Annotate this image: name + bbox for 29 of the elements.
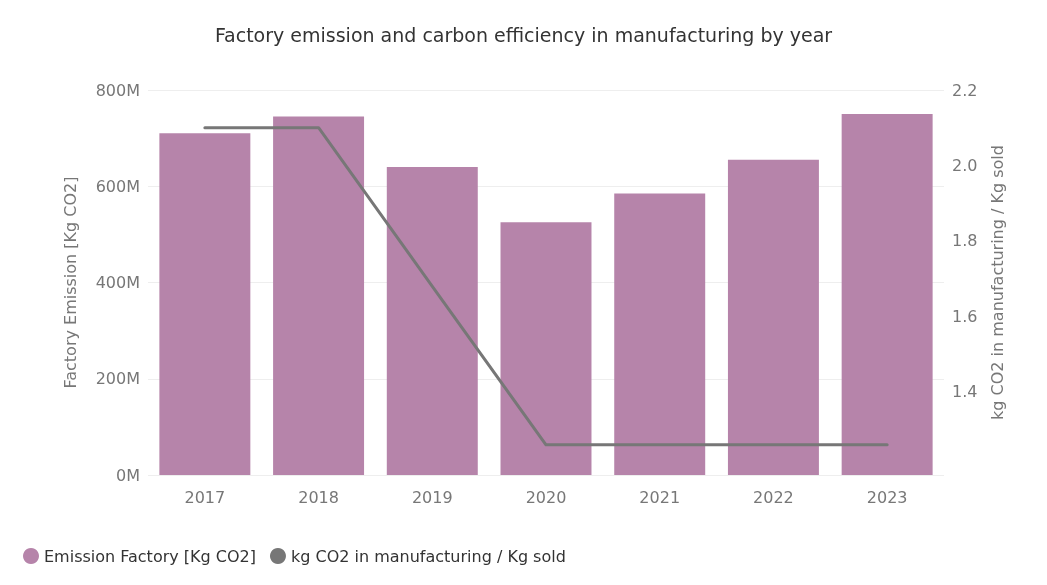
x-tick-label: 2017 bbox=[184, 487, 226, 507]
bar bbox=[500, 222, 592, 475]
x-tick-label: 2020 bbox=[525, 487, 567, 507]
bar bbox=[159, 133, 251, 475]
y-axis-title: Factory Emission [Kg CO2] bbox=[60, 176, 80, 389]
x-tick-label: 2022 bbox=[753, 487, 794, 507]
bar bbox=[273, 116, 365, 475]
y-tick-label: 200M bbox=[95, 369, 140, 389]
x-tick-label: 2019 bbox=[411, 487, 453, 507]
bar bbox=[727, 159, 819, 475]
y-tick-label: 600M bbox=[95, 176, 140, 196]
bar bbox=[614, 193, 706, 475]
chart-title: Factory emission and carbon efficiency in manufacturing by year bbox=[214, 23, 833, 46]
y-tick-label: 400M bbox=[95, 273, 140, 292]
y2-tick-label: 2.0 bbox=[952, 155, 978, 175]
y2-axis-title: kg CO2 in manufacturing / Kg sold bbox=[987, 145, 1007, 420]
y2-tick-label: 1.4 bbox=[952, 382, 978, 402]
y-tick-label: 0M bbox=[116, 465, 140, 485]
legend-label: kg CO2 in manufacturing / Kg sold bbox=[290, 546, 566, 566]
x-tick-label: 2018 bbox=[298, 487, 339, 507]
y2-tick-label: 1.8 bbox=[952, 231, 978, 251]
y-tick-label: 800M bbox=[95, 80, 140, 100]
legend-label: Emission Factory [Kg CO2] bbox=[44, 546, 256, 566]
bar bbox=[841, 114, 933, 475]
x-tick-label: 2023 bbox=[866, 487, 908, 507]
bar bbox=[386, 167, 478, 475]
x-tick-label: 2021 bbox=[639, 487, 681, 507]
y2-tick-label: 2.2 bbox=[952, 80, 978, 100]
y2-tick-label: 1.6 bbox=[952, 306, 978, 326]
